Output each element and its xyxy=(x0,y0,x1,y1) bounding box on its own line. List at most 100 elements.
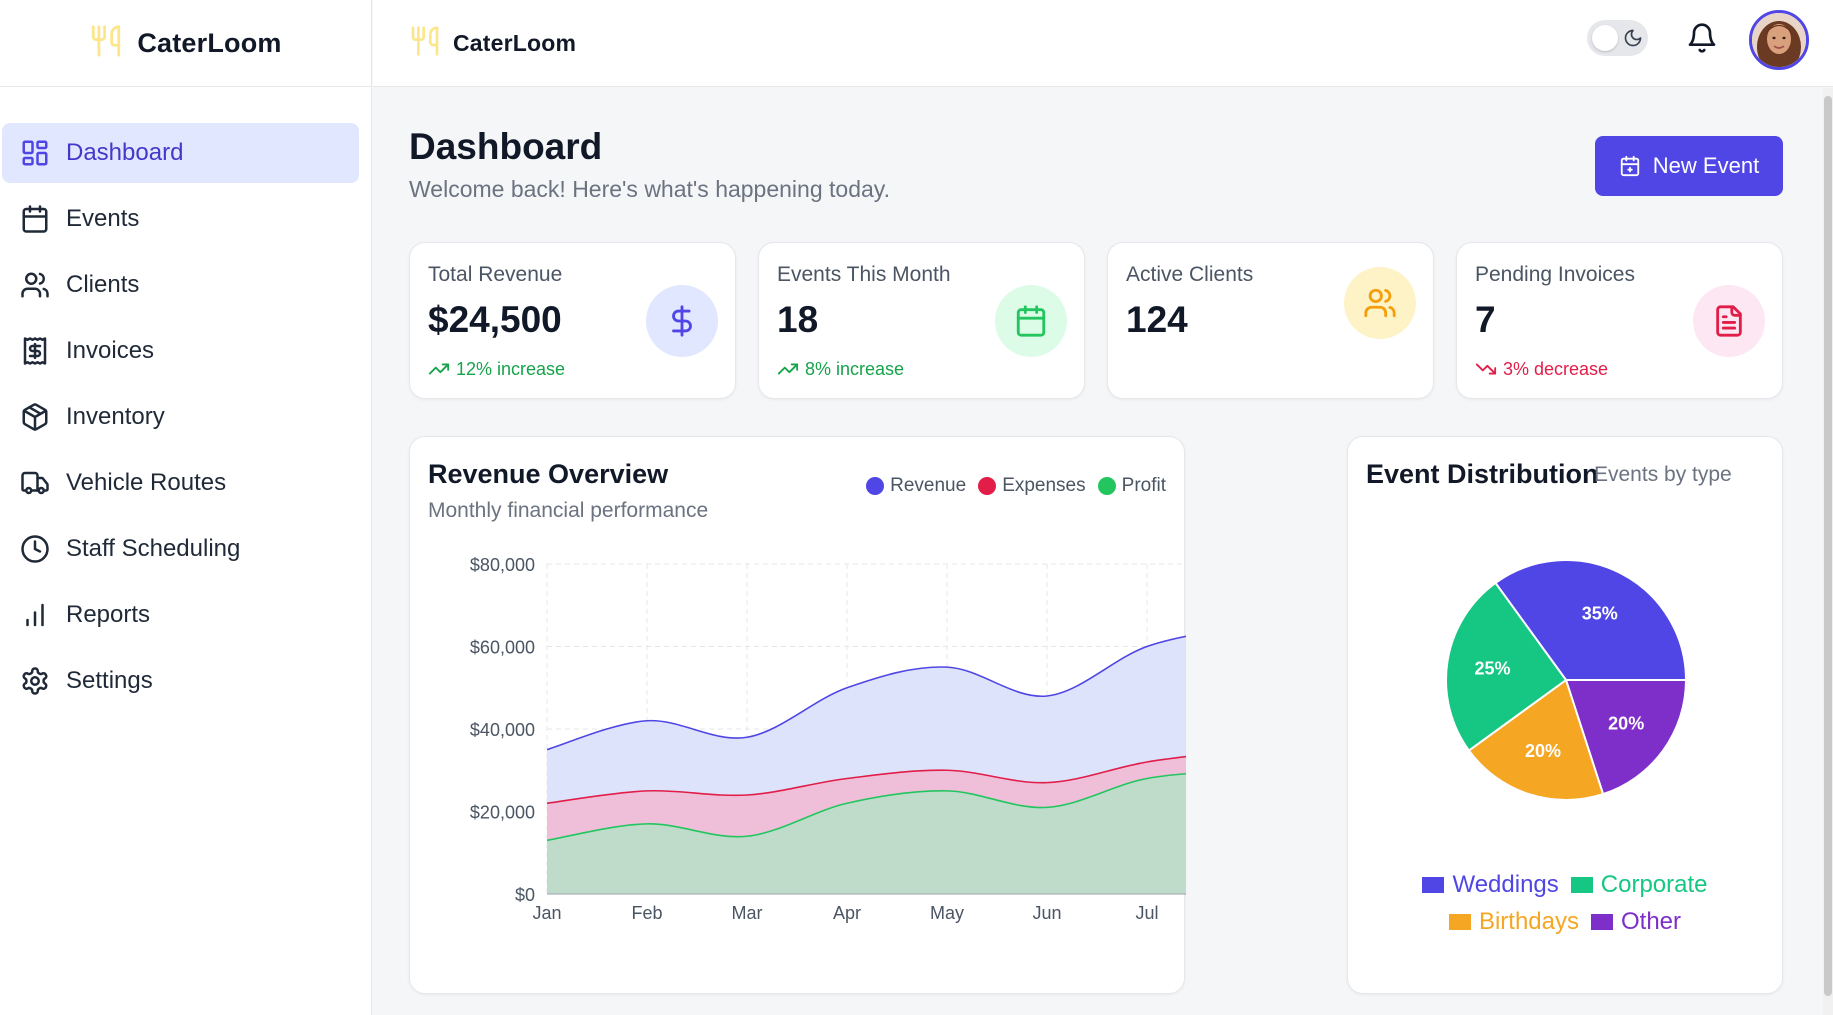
legend-label-revenue: Revenue xyxy=(890,475,967,496)
scrollbar-thumb[interactable] xyxy=(1824,96,1832,996)
file-text-icon xyxy=(1716,305,1742,337)
stat-value: 124 xyxy=(1126,299,1188,340)
pie-slice-weddings[interactable] xyxy=(1494,559,1688,681)
sidebar-item-clients[interactable]: Clients xyxy=(2,255,359,315)
pie-legend-label: Weddings xyxy=(1452,871,1559,898)
new-event-label: New Event xyxy=(1652,153,1760,178)
legend-dot-profit xyxy=(1097,477,1116,495)
sidebar-item-label: Staff Scheduling xyxy=(66,535,241,562)
stat-card-events-this-month: Events This Month 18 8% increase xyxy=(758,242,1085,399)
sidebar-item-staff-scheduling[interactable]: Staff Scheduling xyxy=(2,519,359,579)
calendar-plus-icon xyxy=(1620,155,1639,177)
y-tick-label: $0 xyxy=(515,885,535,905)
dashboard-icon xyxy=(22,140,48,166)
sidebar-item-label: Invoices xyxy=(66,337,155,364)
sidebar-item-events[interactable]: Events xyxy=(2,189,359,249)
pie-legend-label: Birthdays xyxy=(1478,908,1579,935)
user-avatar[interactable] xyxy=(1749,10,1809,70)
truck-icon xyxy=(21,471,49,495)
pie-legend-item-corporate[interactable]: Corporate xyxy=(1570,867,1708,903)
sidebar-item-vehicle-routes[interactable]: Vehicle Routes xyxy=(2,453,359,513)
users-icon xyxy=(21,272,49,298)
stat-value: 18 xyxy=(777,299,819,340)
calendar-icon xyxy=(1016,305,1046,337)
calendar-icon xyxy=(22,205,48,233)
y-tick-label: $20,000 xyxy=(470,803,535,823)
stat-icon-badge xyxy=(1344,267,1416,339)
stat-value: $24,500 xyxy=(428,299,562,340)
legend-item-expenses[interactable]: Expenses xyxy=(978,475,1086,497)
revenue-overview-card: Revenue Overview Monthly financial perfo… xyxy=(409,436,1186,994)
pie-legend-label: Corporate xyxy=(1600,871,1708,898)
pie-legend-item-other[interactable]: Other xyxy=(1591,904,1681,940)
x-tick-label: Jul xyxy=(1135,903,1158,923)
stat-label: Active Clients xyxy=(1126,263,1254,286)
utensils-icon xyxy=(409,25,441,62)
revenue-chart-legend: Revenue Expenses Profit xyxy=(866,475,1166,497)
x-tick-label: Jan xyxy=(532,903,561,923)
users-icon xyxy=(1364,288,1396,318)
pie-slice-label: 20% xyxy=(1525,741,1561,761)
stat-trend-text: 8% increase xyxy=(805,358,905,379)
stat-icon-badge xyxy=(995,285,1067,357)
utensils-icon xyxy=(89,24,123,63)
y-tick-label: $60,000 xyxy=(470,638,535,658)
sidebar-item-dashboard[interactable]: Dashboard xyxy=(2,123,359,183)
sidebar-brand[interactable]: CaterLoom xyxy=(0,0,371,87)
stat-trend: 8% increase xyxy=(777,358,904,380)
trending-down-icon xyxy=(1475,363,1497,375)
trending-up-icon xyxy=(777,363,799,375)
pie-slice-corporate[interactable] xyxy=(1445,581,1568,752)
stat-card-active-clients: Active Clients 124 xyxy=(1107,242,1434,399)
stat-trend-text: 12% increase xyxy=(456,358,566,379)
legend-item-revenue[interactable]: Revenue xyxy=(866,475,966,497)
sidebar-item-label: Settings xyxy=(66,667,153,694)
moon-icon xyxy=(1624,29,1642,47)
distribution-chart-title: Event Distribution xyxy=(1366,459,1599,489)
legend-item-profit[interactable]: Profit xyxy=(1097,475,1166,497)
sidebar-item-reports[interactable]: Reports xyxy=(2,585,359,645)
legend-dot-expenses xyxy=(978,477,997,495)
vertical-scrollbar[interactable] xyxy=(1823,88,1833,1015)
revenue-chart-subtitle: Monthly financial performance xyxy=(428,499,709,522)
line-revenue xyxy=(546,635,1186,751)
pie-slice-other[interactable] xyxy=(1564,679,1688,796)
pie-slice-label: 25% xyxy=(1475,658,1511,678)
stat-trend-text: 3% decrease xyxy=(1503,358,1609,379)
pie-legend-swatch xyxy=(1570,877,1593,893)
stat-card-total-revenue: Total Revenue $24,500 12% increase xyxy=(409,242,736,399)
theme-toggle[interactable] xyxy=(1587,20,1648,56)
stat-trend: 12% increase xyxy=(428,358,565,380)
sidebar-item-settings[interactable]: Settings xyxy=(2,651,359,711)
sidebar-item-label: Vehicle Routes xyxy=(66,469,227,496)
stat-icon-badge xyxy=(1693,285,1765,357)
bell-icon[interactable] xyxy=(1686,22,1718,54)
stat-trend: 3% decrease xyxy=(1475,358,1608,380)
sidebar-item-inventory[interactable]: Inventory xyxy=(2,387,359,447)
pie-legend-item-weddings[interactable]: Weddings xyxy=(1422,867,1559,903)
stat-label: Events This Month xyxy=(777,263,951,286)
sidebar-item-label: Inventory xyxy=(66,403,165,430)
revenue-chart-title: Revenue Overview xyxy=(428,459,669,489)
sidebar-item-invoices[interactable]: Invoices xyxy=(2,321,359,381)
pie-slice-label: 20% xyxy=(1608,714,1644,734)
package-icon xyxy=(22,403,48,431)
pie-slice-birthdays[interactable] xyxy=(1467,678,1605,801)
page-subtitle: Welcome back! Here's what's happening to… xyxy=(409,176,890,202)
distribution-chart-subtitle: Events by type xyxy=(1594,463,1732,486)
event-pie-chart: 35% 20% 20% 25% xyxy=(1445,559,1688,801)
sidebar-item-label: Clients xyxy=(66,271,140,298)
pie-slice-label: 35% xyxy=(1582,604,1618,624)
sidebar-brand-name: CaterLoom xyxy=(137,27,282,58)
new-event-button[interactable]: New Event xyxy=(1595,136,1783,196)
header-brand-name: CaterLoom xyxy=(453,29,577,56)
line-expenses xyxy=(546,755,1186,805)
legend-label-expenses: Expenses xyxy=(1002,475,1086,496)
sidebar-nav: Dashboard Events Clients Invoices Inventory V… xyxy=(0,87,371,711)
stat-value: 7 xyxy=(1475,299,1496,340)
x-tick-label: May xyxy=(930,903,964,923)
y-tick-label: $40,000 xyxy=(470,720,535,740)
legend-label-profit: Profit xyxy=(1121,475,1166,496)
stat-card-pending-invoices: Pending Invoices 7 3% decrease xyxy=(1456,242,1783,399)
pie-legend-item-birthdays[interactable]: Birthdays xyxy=(1448,904,1579,940)
